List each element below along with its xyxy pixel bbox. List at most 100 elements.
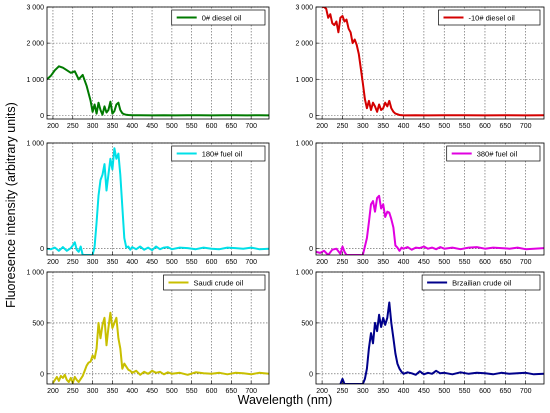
y-tick-label: 3 000 <box>26 5 44 12</box>
x-tick-label: 200 <box>316 388 328 395</box>
x-tick-label: 250 <box>337 123 349 130</box>
y-tick-label: 1 000 <box>295 77 313 84</box>
y-tick-label: 1 000 <box>295 141 313 148</box>
x-tick-label: 200 <box>316 123 328 130</box>
x-tick-label: 500 <box>438 388 450 395</box>
chart-panel-5: 200 250 300 350 400 450 500 550 600 650 700 0 500 1 0… <box>26 270 270 395</box>
x-tick-label: 550 <box>459 259 471 266</box>
x-tick-label: 450 <box>418 123 430 130</box>
x-tick-label: 250 <box>337 259 349 266</box>
x-tick-label: 700 <box>520 123 532 130</box>
plot-frame <box>315 142 545 256</box>
legend-box <box>421 274 541 291</box>
y-tick-label: 1 000 <box>26 77 44 84</box>
x-tick-label: 200 <box>316 259 328 266</box>
y-tick-label: 500 <box>32 320 44 327</box>
x-tick-label: 400 <box>126 388 138 395</box>
x-tick-label: 650 <box>499 259 511 266</box>
x-tick-label: 550 <box>459 388 471 395</box>
x-tick-label: 650 <box>225 259 237 266</box>
plot-frame <box>46 142 270 256</box>
legend-label: 180# fuel oil <box>202 150 243 159</box>
x-tick-label: 200 <box>47 123 59 130</box>
x-tick-label: 450 <box>418 388 430 395</box>
legend: 0# diesel oil <box>171 9 266 26</box>
x-tick-label: 500 <box>166 123 178 130</box>
x-tick-label: 550 <box>459 123 471 130</box>
x-tick-label: 700 <box>245 388 257 395</box>
legend: -10# diesel oil <box>438 9 541 26</box>
x-tick-label: 600 <box>206 123 218 130</box>
x-tick-label: 400 <box>398 388 410 395</box>
x-tick-label: 600 <box>206 259 218 266</box>
legend: Brzailian crude oil <box>421 274 541 291</box>
x-tick-label: 350 <box>107 259 119 266</box>
chart-panel-6: 200 250 300 350 400 450 500 550 600 650 700 0 500 1 0… <box>295 270 545 395</box>
x-tick-label: 600 <box>479 259 491 266</box>
legend-label: Brzailian crude oil <box>452 279 512 288</box>
y-tick-label: 0 <box>309 371 313 378</box>
legend-label: 380# fuel oil <box>477 150 518 159</box>
y-tick-label: 0 <box>40 371 44 378</box>
x-tick-label: 450 <box>146 259 158 266</box>
y-tick-label: 2 000 <box>295 41 313 48</box>
x-tick-label: 500 <box>166 259 178 266</box>
x-tick-label: 400 <box>126 123 138 130</box>
x-tick-label: 250 <box>67 123 79 130</box>
plot-frame <box>315 271 545 385</box>
series-line-1 <box>52 311 269 384</box>
x-tick-label: 300 <box>87 123 99 130</box>
x-tick-label: 400 <box>398 259 410 266</box>
y-tick-label: 0 <box>309 246 313 253</box>
y-tick-label: 3 000 <box>295 5 313 12</box>
x-tick-label: 250 <box>67 259 79 266</box>
y-tick-label: 0 <box>40 113 44 120</box>
y-tick-label: 500 <box>301 320 313 327</box>
x-tick-label: 650 <box>225 388 237 395</box>
y-tick-label: 0 <box>309 113 313 120</box>
x-tick-label: 450 <box>146 123 158 130</box>
x-tick-label: 700 <box>520 259 532 266</box>
x-tick-label: 300 <box>87 388 99 395</box>
x-tick-label: 350 <box>107 123 119 130</box>
legend: 180# fuel oil <box>171 145 266 162</box>
x-tick-label: 650 <box>225 123 237 130</box>
x-tick-label: 500 <box>438 123 450 130</box>
legend-box <box>171 9 266 26</box>
x-tick-label: 350 <box>377 123 389 130</box>
legend-box <box>163 274 266 291</box>
chart-panel-4: 200 250 300 350 400 450 500 550 600 650 700 0 1 000 3… <box>295 141 545 266</box>
plot-frame <box>46 6 270 120</box>
y-tick-label: 0 <box>40 246 44 253</box>
series-line-1 <box>339 301 544 384</box>
x-tick-label: 650 <box>499 388 511 395</box>
x-tick-label: 550 <box>186 123 198 130</box>
y-tick-label: 2 000 <box>26 41 44 48</box>
legend-box <box>446 145 541 162</box>
x-tick-label: 500 <box>166 388 178 395</box>
legend: 380# fuel oil <box>446 145 541 162</box>
x-tick-label: 700 <box>245 259 257 266</box>
legend: Saudi crude oil <box>163 274 266 291</box>
x-tick-label: 300 <box>357 388 369 395</box>
x-tick-label: 600 <box>479 123 491 130</box>
series-line-1 <box>47 147 269 255</box>
series-line-1 <box>322 7 544 117</box>
y-axis-title: Fluoresence intensity (arbitrary units) <box>4 102 18 308</box>
y-tick-label: 1 000 <box>26 270 44 277</box>
x-tick-label: 450 <box>418 259 430 266</box>
x-tick-label: 600 <box>206 388 218 395</box>
series-line-1 <box>47 65 269 117</box>
x-tick-label: 300 <box>357 259 369 266</box>
x-tick-label: 400 <box>126 259 138 266</box>
x-tick-label: 300 <box>357 123 369 130</box>
legend-box <box>438 9 541 26</box>
x-tick-label: 400 <box>398 123 410 130</box>
plot-frame <box>46 271 270 385</box>
x-tick-label: 500 <box>438 259 450 266</box>
chart-panel-1: 200 250 300 350 400 450 500 550 600 650 700 0 1 000 2… <box>26 5 270 130</box>
x-tick-label: 300 <box>87 259 99 266</box>
x-tick-label: 650 <box>499 123 511 130</box>
chart-panel-3: 200 250 300 350 400 450 500 550 600 650 700 0 1 000 1… <box>26 141 270 266</box>
